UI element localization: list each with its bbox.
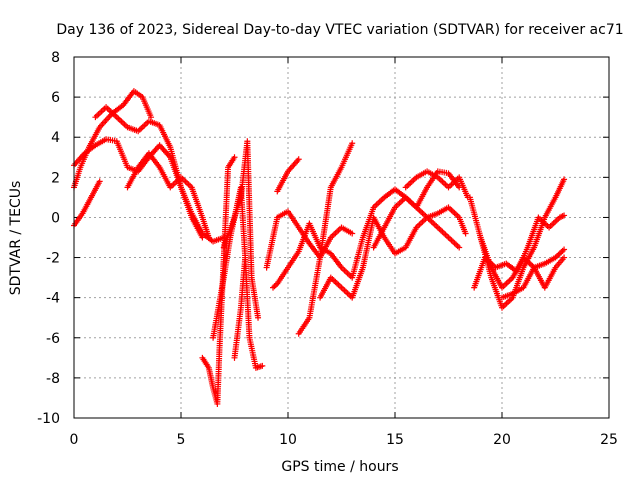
- data-point: [349, 230, 356, 237]
- x-tick-label: 0: [70, 432, 79, 448]
- x-tick-label: 10: [279, 432, 297, 448]
- x-tick-label: 25: [600, 432, 618, 448]
- y-tick-label: -6: [46, 331, 60, 347]
- data-point: [205, 234, 212, 241]
- data-point: [561, 212, 568, 219]
- grid: [74, 57, 609, 418]
- data-point: [96, 178, 103, 185]
- y-tick-label: 0: [51, 210, 60, 226]
- data-point: [259, 362, 266, 369]
- data-point: [559, 213, 566, 220]
- plot-frame: [73, 56, 610, 419]
- y-tick-label: -10: [37, 411, 60, 427]
- chart-title: Day 136 of 2023, Sidereal Day-to-day VTE…: [56, 22, 623, 38]
- x-tick-label: 20: [493, 432, 511, 448]
- y-tick-label: -8: [46, 371, 60, 387]
- data-points: [71, 88, 568, 407]
- x-tick-label: 15: [386, 432, 404, 448]
- data-point: [231, 154, 238, 161]
- x-tick-label: 5: [177, 432, 186, 448]
- data-point: [462, 230, 469, 237]
- data-point: [561, 254, 568, 261]
- y-tick-label: 2: [51, 170, 60, 186]
- data-point: [561, 246, 568, 253]
- data-point: [199, 234, 206, 241]
- y-axis-label: SDTVAR / TECUs: [8, 181, 24, 296]
- y-tick-label: -2: [46, 251, 60, 267]
- data-point: [255, 314, 262, 321]
- data-point: [242, 254, 249, 261]
- data-point: [349, 140, 356, 147]
- y-tick-label: 4: [51, 130, 60, 146]
- data-point: [295, 156, 302, 163]
- data-point: [561, 176, 568, 183]
- y-tick-label: -4: [46, 291, 60, 307]
- y-tick-label: 8: [51, 50, 60, 66]
- x-axis-label: GPS time / hours: [281, 459, 398, 475]
- y-tick-label: 6: [51, 90, 60, 106]
- data-point: [456, 244, 463, 251]
